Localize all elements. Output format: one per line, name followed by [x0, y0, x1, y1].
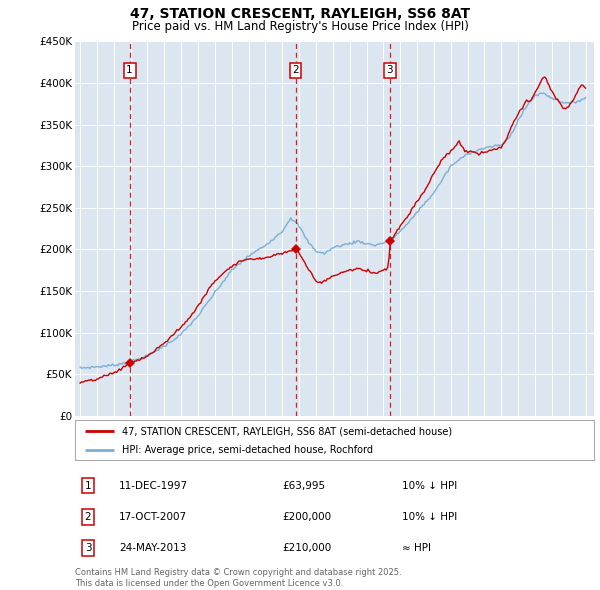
Text: 47, STATION CRESCENT, RAYLEIGH, SS6 8AT: 47, STATION CRESCENT, RAYLEIGH, SS6 8AT: [130, 7, 470, 21]
Text: 1: 1: [85, 481, 91, 490]
Text: HPI: Average price, semi-detached house, Rochford: HPI: Average price, semi-detached house,…: [122, 445, 373, 455]
Text: £210,000: £210,000: [283, 543, 332, 553]
Text: 3: 3: [386, 65, 393, 76]
Text: 10% ↓ HPI: 10% ↓ HPI: [402, 481, 457, 490]
Text: Price paid vs. HM Land Registry's House Price Index (HPI): Price paid vs. HM Land Registry's House …: [131, 20, 469, 33]
Text: £200,000: £200,000: [283, 512, 332, 522]
Text: 11-DEC-1997: 11-DEC-1997: [119, 481, 188, 490]
Text: 1: 1: [126, 65, 133, 76]
Text: Contains HM Land Registry data © Crown copyright and database right 2025.
This d: Contains HM Land Registry data © Crown c…: [75, 568, 401, 588]
Text: ≈ HPI: ≈ HPI: [402, 543, 431, 553]
Text: 10% ↓ HPI: 10% ↓ HPI: [402, 512, 457, 522]
Text: 2: 2: [292, 65, 299, 76]
Text: 24-MAY-2013: 24-MAY-2013: [119, 543, 187, 553]
Text: £63,995: £63,995: [283, 481, 326, 490]
Text: 2: 2: [85, 512, 91, 522]
Text: 17-OCT-2007: 17-OCT-2007: [119, 512, 187, 522]
Text: 3: 3: [85, 543, 91, 553]
Text: 47, STATION CRESCENT, RAYLEIGH, SS6 8AT (semi-detached house): 47, STATION CRESCENT, RAYLEIGH, SS6 8AT …: [122, 427, 452, 437]
